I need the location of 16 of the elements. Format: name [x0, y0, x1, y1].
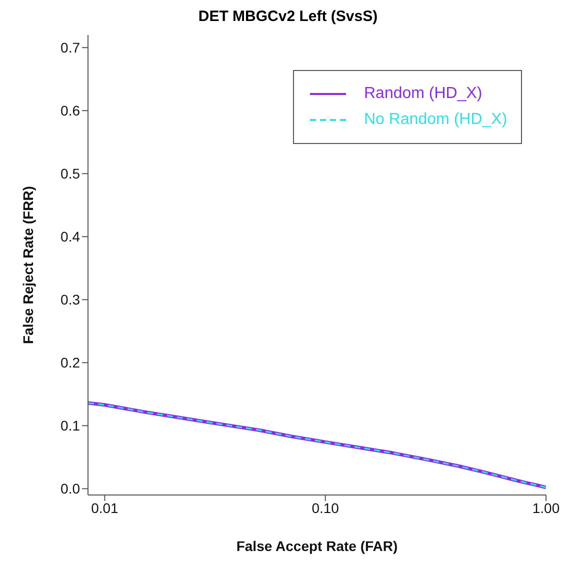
y-tick-label: 0.4: [60, 228, 80, 245]
y-tick-label: 0.7: [60, 40, 80, 56]
x-axis-title: False Accept Rate (FAR): [236, 538, 398, 554]
y-tick-label: 0.5: [60, 166, 80, 182]
y-tick-label: 0.1: [60, 418, 80, 434]
legend-label: No Random (HD_X): [364, 111, 508, 129]
y-tick-label: 0.3: [60, 292, 80, 308]
chart-title: DET MBGCv2 Left (SvsS): [197, 8, 379, 25]
x-tick-label: 0.01: [91, 500, 119, 516]
legend-label: Random (HD_X): [364, 85, 482, 103]
y-tick-label: 0.6: [60, 102, 80, 119]
y-tick-label: 0.2: [60, 354, 80, 371]
y-tick-label: 0.0: [60, 480, 80, 497]
x-tick-label: 1.00: [532, 500, 560, 516]
x-tick-label: 0.10: [312, 500, 340, 516]
y-axis-title: False Reject Rate (FRR): [20, 186, 36, 344]
